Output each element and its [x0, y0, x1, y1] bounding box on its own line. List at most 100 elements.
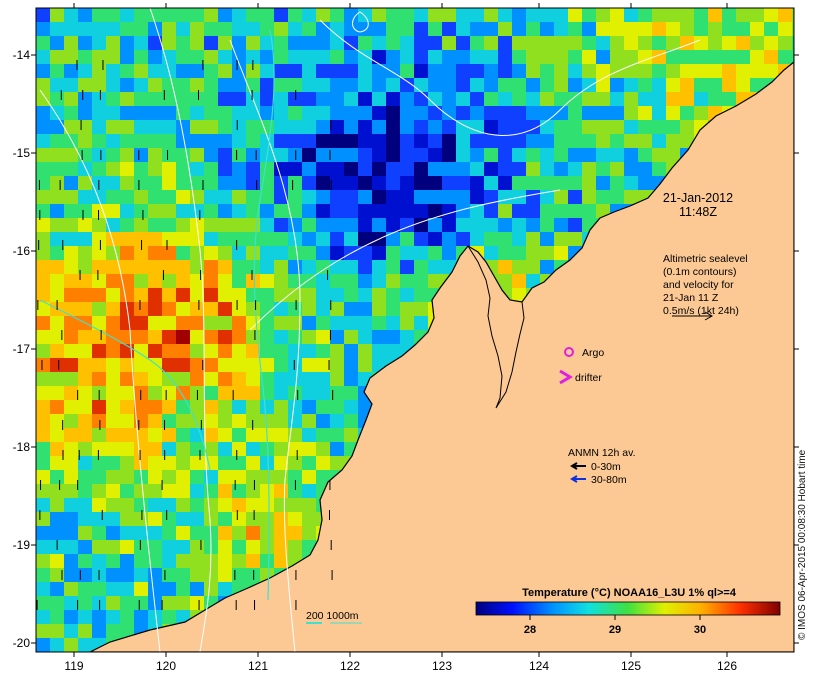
sst-cell — [554, 106, 568, 120]
sst-cell — [120, 414, 134, 428]
sst-cell — [148, 218, 162, 232]
sst-cell — [92, 302, 106, 316]
sst-cell — [750, 22, 764, 36]
sst-cell — [162, 512, 176, 526]
sst-cell — [330, 134, 344, 148]
sst-cell — [554, 246, 568, 260]
sst-cell — [330, 176, 344, 190]
sst-cell — [274, 540, 288, 554]
sst-cell — [162, 554, 176, 568]
sst-cell — [92, 50, 106, 64]
sst-cell — [554, 64, 568, 78]
map-frame — [35, 7, 795, 653]
sst-cell — [358, 302, 372, 316]
sst-cell — [106, 624, 120, 638]
sst-cell — [50, 50, 64, 64]
sst-cell — [106, 218, 120, 232]
sst-cell — [176, 540, 190, 554]
sst-cell — [134, 554, 148, 568]
sst-cell — [302, 8, 316, 22]
sst-cell — [372, 274, 386, 288]
sst-cell — [288, 288, 302, 302]
sst-cell — [50, 8, 64, 22]
sst-cell — [372, 36, 386, 50]
sst-cell — [120, 8, 134, 22]
sst-cell — [400, 232, 414, 246]
sst-cell — [428, 106, 442, 120]
sst-cell — [428, 148, 442, 162]
sst-cell — [414, 274, 428, 288]
sst-cell — [610, 190, 624, 204]
sst-cell — [190, 554, 204, 568]
y-tick-label: -16 — [13, 244, 31, 258]
sst-cell — [64, 78, 78, 92]
sst-cell — [190, 120, 204, 134]
sst-cell — [120, 204, 134, 218]
sst-cell — [414, 288, 428, 302]
sst-cell — [120, 162, 134, 176]
sst-cell — [50, 78, 64, 92]
sst-cell — [134, 372, 148, 386]
sst-cell — [64, 50, 78, 64]
sst-cell — [218, 484, 232, 498]
sst-cell — [470, 120, 484, 134]
sst-cell — [64, 372, 78, 386]
sst-cell — [246, 22, 260, 36]
sst-cell — [64, 386, 78, 400]
sst-cell — [204, 358, 218, 372]
sst-cell — [554, 176, 568, 190]
sst-cell — [78, 554, 92, 568]
sst-cell — [218, 22, 232, 36]
sst-cell — [526, 134, 540, 148]
sst-cell — [386, 232, 400, 246]
sst-cell — [764, 22, 778, 36]
sst-cell — [330, 64, 344, 78]
sst-cell — [134, 456, 148, 470]
sst-cell — [512, 8, 526, 22]
sst-cell — [624, 148, 638, 162]
date-label: 21-Jan-2012 — [663, 191, 733, 205]
sst-cell — [666, 92, 680, 106]
sst-cell — [232, 302, 246, 316]
sst-cell — [50, 190, 64, 204]
sst-cell — [218, 330, 232, 344]
x-tick-label: 124 — [529, 659, 549, 673]
sst-cell — [288, 92, 302, 106]
sst-cell — [330, 302, 344, 316]
sst-cell — [316, 428, 330, 442]
sst-cell — [36, 568, 50, 582]
sst-cell — [106, 120, 120, 134]
sst-cell — [148, 246, 162, 260]
sst-cell — [610, 8, 624, 22]
sst-cell — [778, 8, 792, 22]
sst-cell — [64, 106, 78, 120]
sst-cell — [316, 442, 330, 456]
sst-cell — [484, 92, 498, 106]
sst-cell — [176, 176, 190, 190]
sst-cell — [484, 190, 498, 204]
sst-cell — [666, 22, 680, 36]
sst-cell — [386, 218, 400, 232]
sst-cell — [190, 232, 204, 246]
sst-cell — [414, 22, 428, 36]
sst-cell — [260, 36, 274, 50]
sst-cell — [148, 232, 162, 246]
sst-cell — [386, 274, 400, 288]
sst-cell — [302, 260, 316, 274]
sst-cell — [470, 148, 484, 162]
sst-cell — [330, 330, 344, 344]
sst-cell — [246, 498, 260, 512]
sst-cell — [204, 232, 218, 246]
sst-cell — [540, 148, 554, 162]
sst-cell — [414, 190, 428, 204]
sst-cell — [274, 386, 288, 400]
sst-cell — [582, 120, 596, 134]
sst-cell — [246, 8, 260, 22]
sst-cell — [106, 36, 120, 50]
anmn-shallow-arrow — [570, 462, 586, 470]
sst-cell — [78, 582, 92, 596]
sst-cell — [442, 120, 456, 134]
sst-cell — [456, 162, 470, 176]
sst-cell — [204, 302, 218, 316]
sst-cell — [596, 92, 610, 106]
